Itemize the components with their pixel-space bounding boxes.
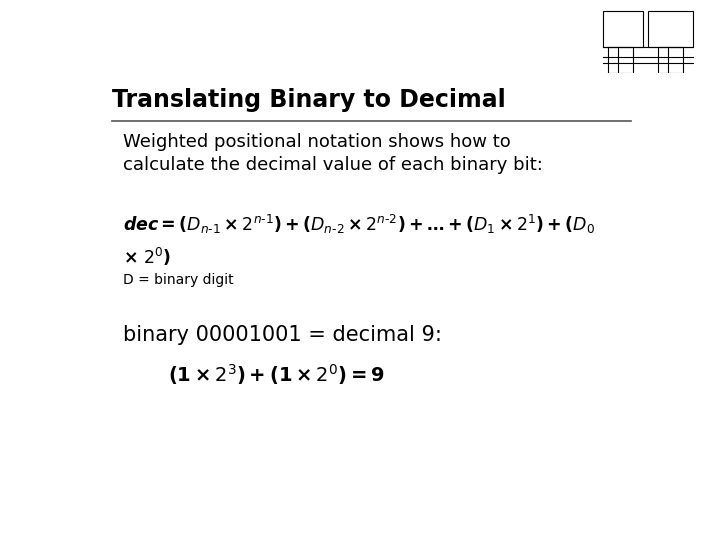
Bar <box>603 11 643 47</box>
Bar <box>658 47 683 73</box>
Text: $\boldsymbol{(1 \times 2^3) + (1 \times 2^0) = 9}$: $\boldsymbol{(1 \times 2^3) + (1 \times … <box>168 362 384 387</box>
Text: Weighted positional notation shows how to
calculate the decimal value of each bi: Weighted positional notation shows how t… <box>124 133 544 174</box>
Text: binary 00001001 = decimal 9:: binary 00001001 = decimal 9: <box>124 325 442 345</box>
Bar <box>608 47 633 73</box>
Text: Translating Binary to Decimal: Translating Binary to Decimal <box>112 87 506 112</box>
Bar <box>648 11 693 47</box>
Text: D = binary digit: D = binary digit <box>124 273 234 287</box>
Text: $\boldsymbol{\times\ 2^0)}$: $\boldsymbol{\times\ 2^0)}$ <box>124 246 171 268</box>
Text: $\boldsymbol{dec = (D_{n\text{-}1} \times 2^{n\text{-}1}) + (D_{n\text{-}2} \tim: $\boldsymbol{dec = (D_{n\text{-}1} \time… <box>124 212 595 235</box>
